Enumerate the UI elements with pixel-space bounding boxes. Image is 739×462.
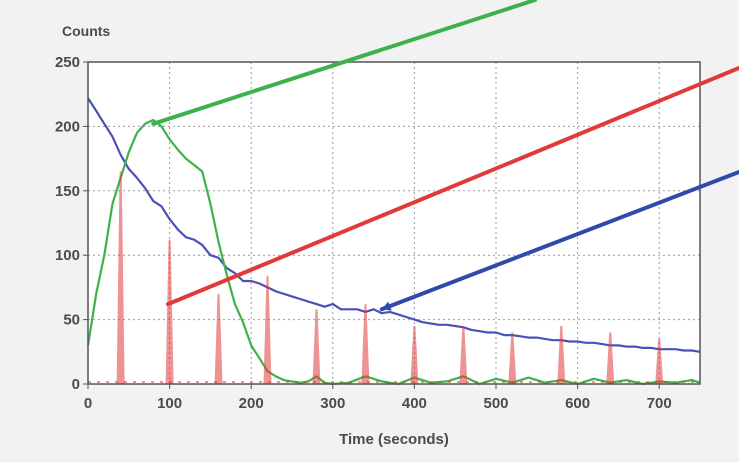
annotation-pointer-line (151, 0, 537, 126)
y-tick-label: 0 (72, 376, 80, 393)
annotation-arrowhead (381, 301, 392, 311)
series-red-spike (606, 332, 615, 384)
series-red-spike (508, 332, 517, 384)
x-axis-label: Time (seconds) (339, 431, 449, 448)
series-blue-line (87, 97, 701, 353)
series-red-spikes (88, 171, 700, 384)
annotation-pointer-line (165, 66, 739, 307)
x-tick-label: 200 (239, 395, 264, 412)
x-tick-label: 0 (84, 395, 92, 412)
annotation-pointer-line (379, 170, 739, 312)
y-tick-label: 200 (55, 118, 80, 135)
x-tick-label: 300 (320, 395, 345, 412)
series-red-spike (116, 171, 125, 384)
x-tick-label: 700 (647, 395, 672, 412)
series-red-spike (165, 239, 174, 384)
series-red-spike (263, 275, 272, 384)
series-red-spike (312, 309, 321, 384)
y-tick-label: 100 (55, 247, 80, 264)
series-red-spike (655, 338, 664, 384)
y-axis-label: Counts (62, 23, 110, 39)
series-layer (86, 97, 701, 386)
x-tick-label: 500 (483, 395, 508, 412)
series-red-spike (557, 326, 566, 384)
x-tick-label: 400 (402, 395, 427, 412)
annotation-layer (151, 0, 739, 312)
series-red-spike (459, 326, 468, 384)
plot-frame (87, 61, 701, 385)
y-tick-label: 250 (55, 54, 80, 71)
series-red-spike (410, 326, 419, 384)
y-tick-label: 50 (63, 312, 80, 329)
x-tick-label: 600 (565, 395, 590, 412)
series-red-spike (361, 304, 370, 384)
series-red-spike (214, 293, 223, 384)
axes-layer: 0 100 200 300 400 500 600 700 0 50 100 150 200 250 (55, 54, 701, 412)
y-tick-label: 150 (55, 183, 80, 200)
plot-background (88, 62, 700, 384)
x-tick-label: 100 (157, 395, 182, 412)
